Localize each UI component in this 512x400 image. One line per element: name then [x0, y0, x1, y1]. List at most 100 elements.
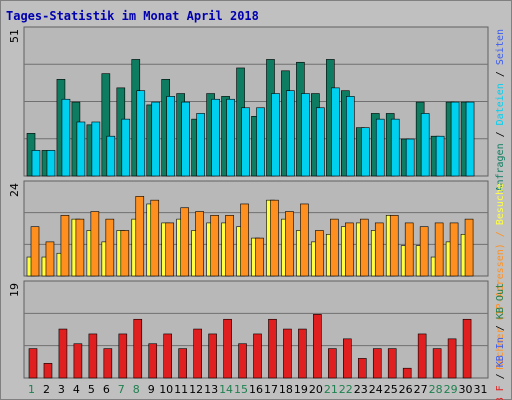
bar-rechner	[45, 241, 55, 277]
y-series-label-part: Anfragen	[495, 143, 506, 191]
bar-rechner	[330, 218, 339, 277]
bar-dateien	[346, 96, 355, 177]
bar-kb-f	[88, 333, 98, 379]
y-max-label: 24	[8, 183, 21, 197]
bar-kb-f	[328, 348, 337, 379]
x-tick-label: 12	[189, 383, 203, 396]
bar-dateien	[360, 127, 370, 177]
x-tick-label: 19	[294, 383, 308, 396]
bar-dateien	[286, 90, 295, 177]
bar-dateien	[450, 101, 460, 177]
x-tick-label: 28	[429, 383, 443, 396]
bar-rechner	[374, 222, 384, 277]
bar-dateien	[181, 101, 190, 177]
bar-kb-f	[133, 318, 143, 379]
x-tick-label: 8	[133, 383, 140, 396]
bar-kb-f	[372, 348, 382, 379]
bar-kb-f	[462, 318, 472, 379]
bar-kb-f	[118, 333, 128, 379]
panel-1: 51 Anfragen / Dateien / Seiten	[8, 26, 506, 192]
bar-kb-f	[163, 333, 173, 379]
bar-rechner	[165, 222, 175, 277]
bar-rechner	[404, 222, 414, 277]
x-tick-label: 7	[118, 383, 125, 396]
y-series-label-part: Seiten	[495, 29, 506, 65]
x-tick-label: 20	[309, 383, 323, 396]
bar-kb-f	[178, 348, 187, 379]
x-tick-label: 4	[73, 383, 80, 396]
x-tick-label: 30	[459, 383, 473, 396]
x-tick-label: 18	[279, 383, 293, 396]
bar-rechner	[270, 199, 279, 277]
bar-rechner	[315, 230, 324, 277]
bar-kb-f	[298, 328, 307, 379]
bar-dateien	[91, 121, 101, 177]
bar-rechner	[345, 222, 354, 277]
bar-kb-f	[103, 348, 113, 379]
bar-kb-f	[417, 333, 427, 379]
bar-kb-f	[357, 358, 367, 379]
bar-dateien	[106, 135, 116, 177]
bar-kb-f	[313, 314, 322, 379]
bar-rechner	[285, 211, 294, 277]
y-series-label-part: /	[495, 367, 506, 385]
y-series-label-part: KB F	[495, 385, 506, 400]
panel-2: 24 Rechner (IP-Adressen) / Besuche	[8, 180, 506, 370]
x-tick-label: 13	[204, 383, 218, 396]
bar-dateien	[241, 107, 250, 177]
bar-rechner	[255, 237, 264, 277]
bar-dateien	[136, 90, 146, 177]
bar-kb-f	[432, 348, 442, 379]
bar-kb-f	[28, 348, 38, 379]
bar-dateien	[420, 113, 430, 177]
bar-rechner	[150, 199, 160, 277]
y-series-label: Rechner (IP-Adressen) / Besuche	[495, 183, 506, 370]
bar-rechner	[464, 218, 474, 277]
bar-kb-f	[238, 343, 247, 379]
bar-rechner	[389, 215, 399, 277]
y-series-label-part: /	[495, 125, 506, 143]
x-tick-label: 3	[58, 383, 65, 396]
bar-kb-f	[402, 367, 412, 379]
x-tick-label: 16	[249, 383, 263, 396]
bar-rechner	[120, 230, 130, 277]
bar-rechner	[359, 218, 369, 277]
bar-rechner	[180, 207, 189, 277]
x-tick-label: 27	[414, 383, 428, 396]
y-series-label: KB F / KB In / KB Out	[495, 283, 506, 400]
bar-kb-f	[387, 348, 397, 379]
bar-rechner	[75, 218, 85, 277]
bar-rechner	[419, 226, 429, 277]
bar-rechner	[300, 203, 309, 277]
x-tick-label: 5	[88, 383, 95, 396]
bar-dateien	[61, 98, 71, 177]
x-tick-label: 15	[234, 383, 248, 396]
bar-kb-f	[223, 318, 232, 379]
bar-dateien	[166, 96, 176, 177]
bar-dateien	[151, 101, 161, 177]
x-tick-label: 11	[174, 383, 188, 396]
bar-dateien	[211, 98, 220, 177]
x-tick-label: 1	[28, 383, 35, 396]
bar-rechner	[449, 222, 459, 277]
bar-kb-f	[148, 343, 158, 379]
bar-dateien	[375, 118, 385, 177]
y-series-label-part: Besuche	[495, 183, 506, 225]
x-tick-label: 24	[369, 383, 383, 396]
x-tick-label: 14	[219, 383, 233, 396]
bar-kb-f	[268, 318, 277, 379]
bar-dateien	[46, 150, 56, 177]
y-series-label-part: (IP-Adressen) /	[495, 225, 506, 327]
x-tick-label: 6	[103, 383, 110, 396]
y-series-label-part: Rechner	[495, 328, 506, 370]
x-tick-label: 17	[264, 383, 278, 396]
bar-dateien	[435, 135, 445, 177]
y-series-label-part: KB Out	[495, 283, 506, 319]
bar-kb-f	[73, 343, 83, 379]
x-tick-label: 22	[339, 383, 353, 396]
y-series-label-part: Dateien	[495, 83, 506, 125]
bar-rechner	[434, 222, 444, 277]
bar-rechner	[105, 218, 115, 277]
